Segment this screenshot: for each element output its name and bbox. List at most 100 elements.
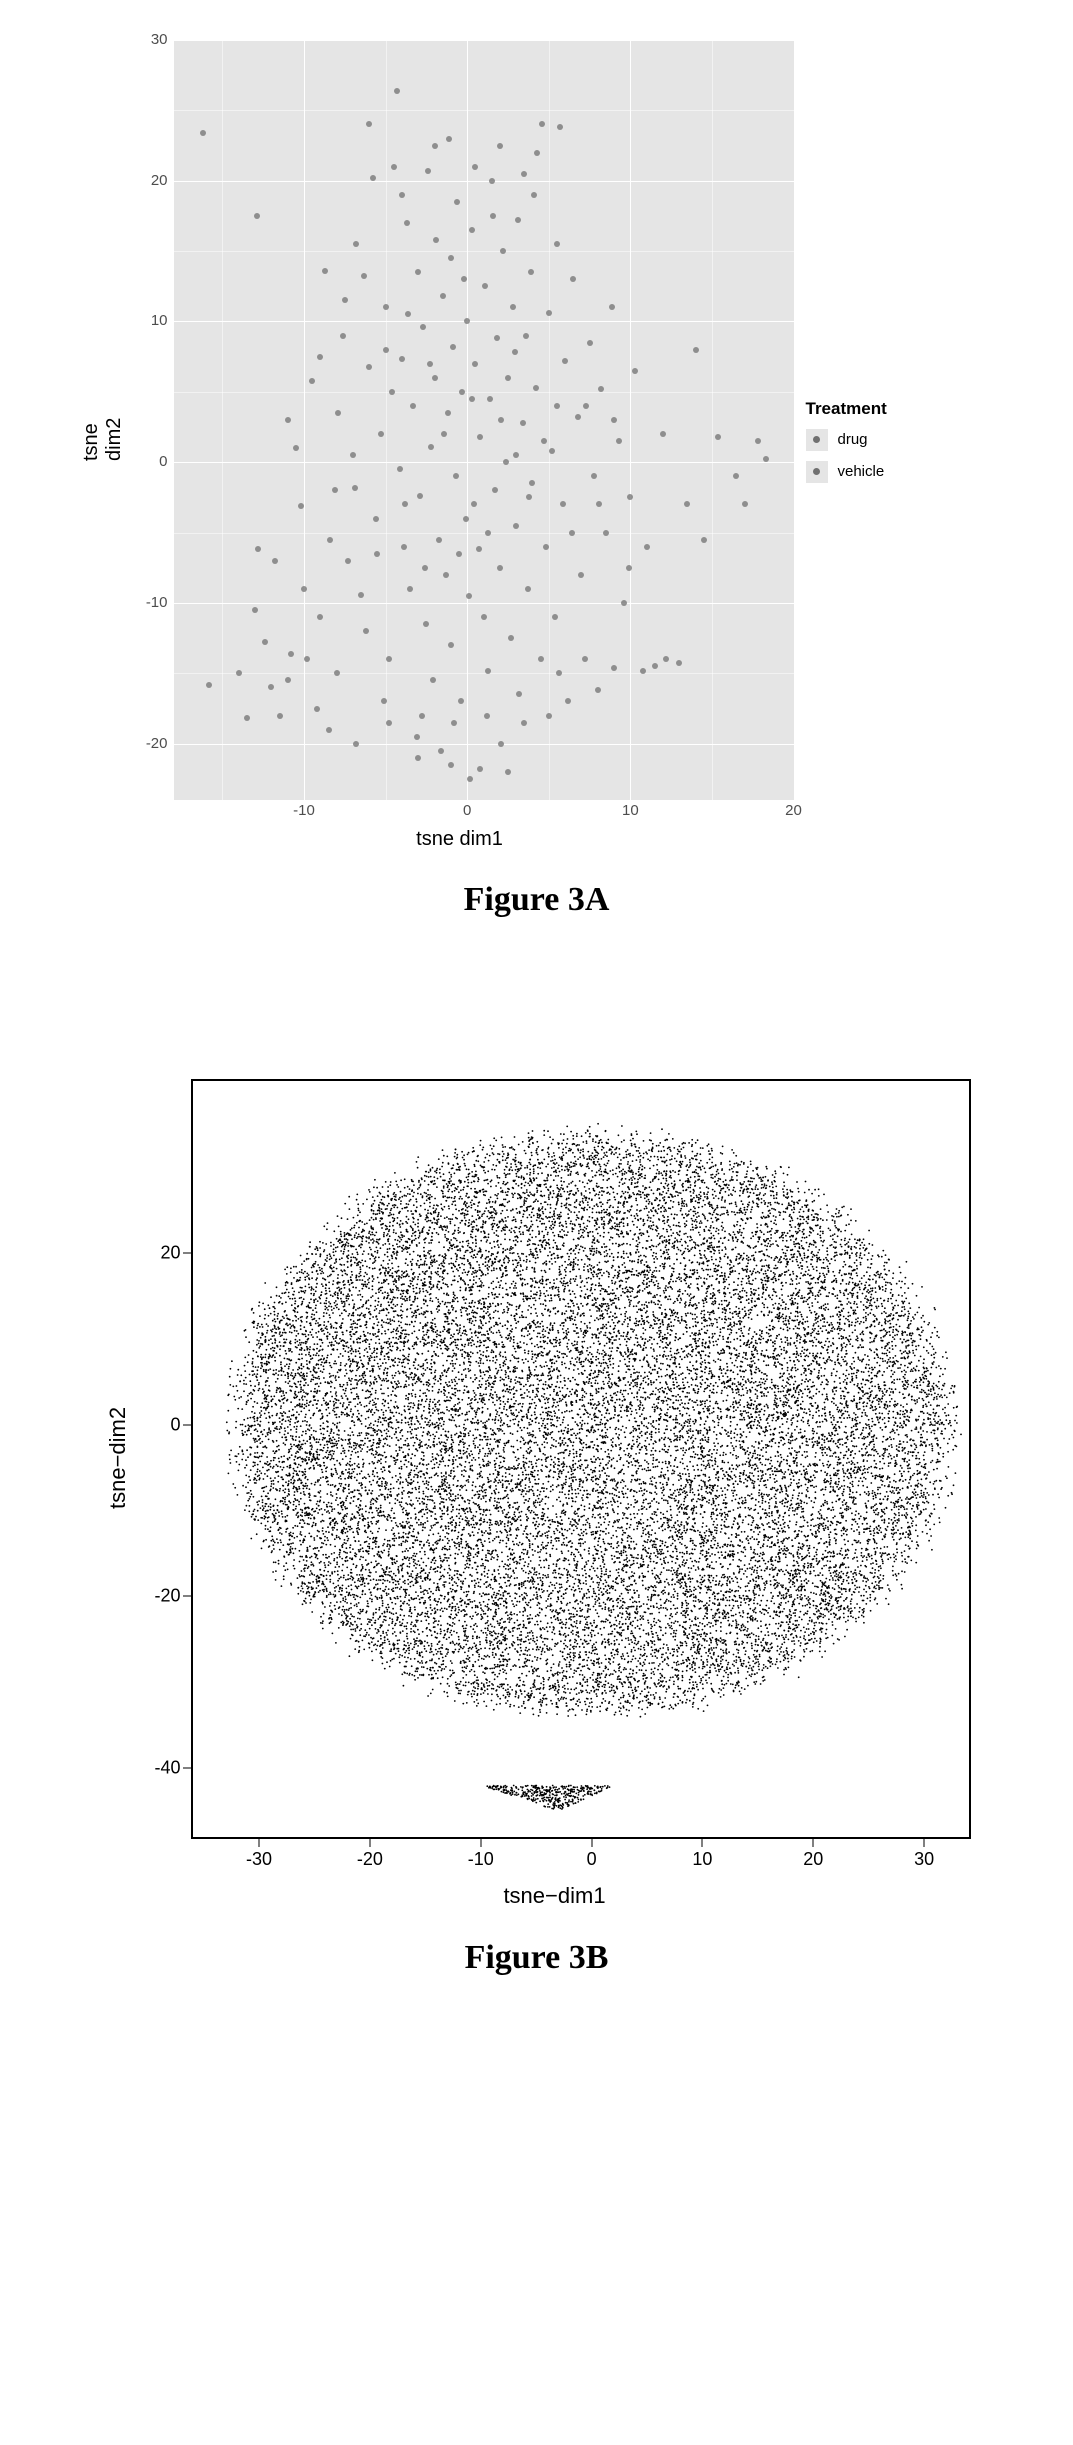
fa-data-point bbox=[402, 501, 408, 507]
fa-data-point bbox=[288, 651, 294, 657]
fa-data-point bbox=[414, 734, 420, 740]
fa-data-point bbox=[378, 431, 384, 437]
fb-x-tickmark bbox=[369, 1839, 370, 1847]
fb-y-tick-label: 20 bbox=[160, 1242, 180, 1263]
fa-gridline-h bbox=[174, 603, 794, 604]
fa-data-point bbox=[609, 304, 615, 310]
fa-data-point bbox=[510, 304, 516, 310]
fa-data-point bbox=[469, 396, 475, 402]
figure-3b-wrap: tsne−dim2 -40-20020 -30-20-100102030 tsn… bbox=[103, 1079, 971, 1909]
fa-data-point bbox=[404, 220, 410, 226]
fb-y-tickmark bbox=[183, 1596, 191, 1597]
fa-data-point bbox=[587, 340, 593, 346]
fa-data-point bbox=[386, 656, 392, 662]
fa-data-point bbox=[450, 344, 456, 350]
fa-data-point bbox=[513, 452, 519, 458]
fa-gridline-h bbox=[174, 181, 794, 182]
fa-data-point bbox=[459, 389, 465, 395]
fa-gridline-h bbox=[174, 462, 794, 463]
fa-data-point bbox=[427, 361, 433, 367]
fa-data-point bbox=[332, 487, 338, 493]
fa-data-point bbox=[410, 403, 416, 409]
fa-data-point bbox=[453, 473, 459, 479]
fa-data-point bbox=[484, 713, 490, 719]
fa-data-point bbox=[448, 762, 454, 768]
fa-data-point bbox=[505, 375, 511, 381]
spacer bbox=[0, 919, 1073, 1079]
fb-x-tick-label: -30 bbox=[246, 1849, 272, 1870]
fa-data-point bbox=[322, 268, 328, 274]
fa-data-point bbox=[461, 276, 467, 282]
fa-minor-gridline-v bbox=[386, 40, 387, 800]
fa-x-tick-label: 0 bbox=[463, 802, 471, 819]
fa-data-point bbox=[505, 769, 511, 775]
fa-data-point bbox=[394, 88, 400, 94]
fa-legend-label: vehicle bbox=[838, 463, 885, 480]
fa-data-point bbox=[513, 523, 519, 529]
fa-data-point bbox=[277, 713, 283, 719]
fa-legend-key bbox=[806, 461, 828, 483]
fa-data-point bbox=[304, 656, 310, 662]
fa-data-point bbox=[423, 621, 429, 627]
fa-data-point bbox=[441, 431, 447, 437]
figure-3a-block: tsne dim2 -20-100102030 -1001020 tsne di… bbox=[0, 40, 1073, 919]
fa-minor-gridline-h bbox=[174, 673, 794, 674]
fa-data-point bbox=[626, 565, 632, 571]
fa-data-point bbox=[268, 684, 274, 690]
figure-3b-caption: Figure 3B bbox=[465, 1939, 609, 1977]
fa-data-point bbox=[616, 438, 622, 444]
fa-legend-items: drugvehicle bbox=[806, 429, 986, 483]
fb-panel-row: -40-20020 bbox=[139, 1079, 971, 1839]
fb-x-tick-labels: -30-20-100102030 bbox=[191, 1839, 971, 1869]
fa-y-tick-labels: -20-100102030 bbox=[126, 40, 174, 800]
fa-y-tick-label: 20 bbox=[151, 172, 168, 189]
fa-legend-dot-icon bbox=[813, 436, 820, 443]
fa-data-point bbox=[340, 333, 346, 339]
fa-data-point bbox=[440, 293, 446, 299]
fa-data-point bbox=[458, 698, 464, 704]
fa-x-tick-label: -10 bbox=[293, 802, 315, 819]
fa-data-point bbox=[562, 358, 568, 364]
fa-data-point bbox=[428, 444, 434, 450]
fa-data-point bbox=[236, 670, 242, 676]
fa-data-point bbox=[472, 361, 478, 367]
fa-data-point bbox=[492, 487, 498, 493]
fb-y-tick-label: -20 bbox=[154, 1586, 180, 1607]
fb-y-tickmark bbox=[183, 1424, 191, 1425]
fa-data-point bbox=[481, 614, 487, 620]
fa-data-point bbox=[485, 530, 491, 536]
fb-x-tick-label: 30 bbox=[914, 1849, 934, 1870]
fa-data-point bbox=[254, 213, 260, 219]
fa-data-point bbox=[489, 178, 495, 184]
fa-data-point bbox=[494, 335, 500, 341]
fa-data-point bbox=[715, 434, 721, 440]
fa-gridline-v bbox=[304, 40, 305, 800]
fa-y-tick-label: 30 bbox=[151, 31, 168, 48]
fa-data-point bbox=[415, 269, 421, 275]
fb-y-tick-label: 0 bbox=[170, 1414, 180, 1435]
fa-data-point bbox=[487, 396, 493, 402]
fa-data-point bbox=[438, 748, 444, 754]
fb-plot-panel bbox=[191, 1079, 971, 1839]
fa-data-point bbox=[334, 670, 340, 676]
fa-data-point bbox=[520, 420, 526, 426]
fa-gridline-h bbox=[174, 744, 794, 745]
fa-data-point bbox=[430, 677, 436, 683]
fa-x-tick-label: 10 bbox=[622, 802, 639, 819]
fa-data-point bbox=[477, 766, 483, 772]
fb-y-axis-label: tsne−dim2 bbox=[105, 1479, 131, 1509]
fa-data-point bbox=[285, 677, 291, 683]
fa-gridline-h bbox=[174, 40, 794, 41]
fa-data-point bbox=[345, 558, 351, 564]
fa-data-point bbox=[603, 530, 609, 536]
fa-data-point bbox=[399, 192, 405, 198]
fa-data-point bbox=[361, 273, 367, 279]
fa-data-point bbox=[425, 168, 431, 174]
fa-data-point bbox=[500, 248, 506, 254]
fb-x-tick-label: 10 bbox=[692, 1849, 712, 1870]
fa-legend-key bbox=[806, 429, 828, 451]
fa-data-point bbox=[538, 656, 544, 662]
fa-minor-gridline-h bbox=[174, 110, 794, 111]
fa-data-point bbox=[534, 150, 540, 156]
fa-data-point bbox=[701, 537, 707, 543]
